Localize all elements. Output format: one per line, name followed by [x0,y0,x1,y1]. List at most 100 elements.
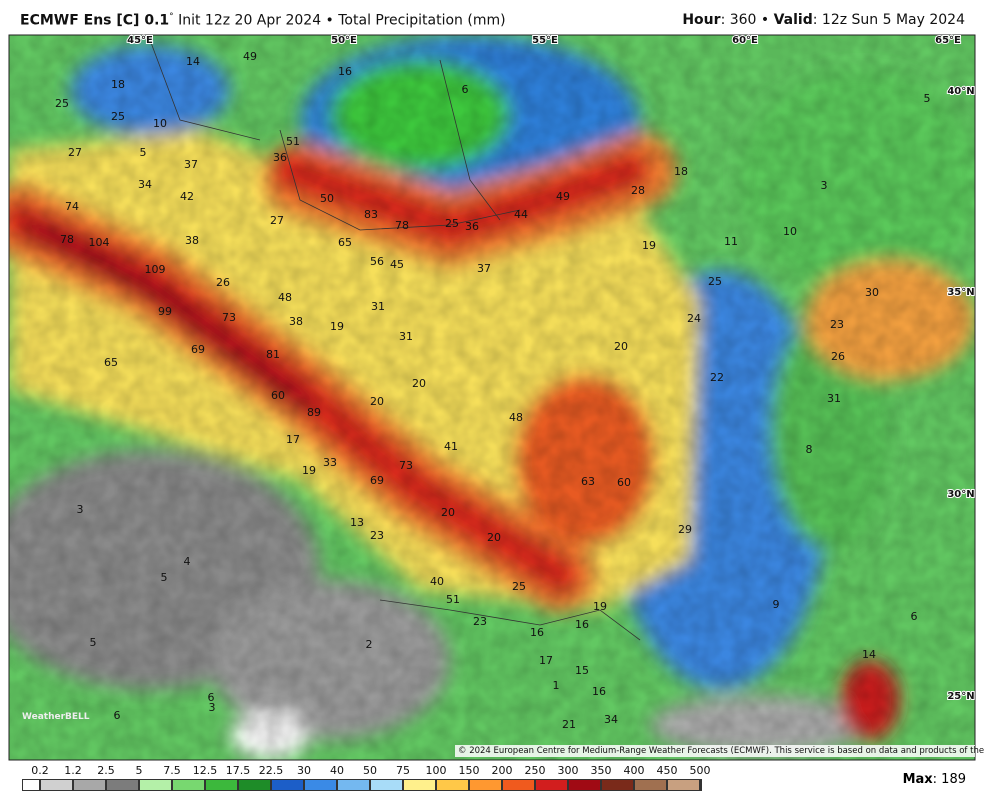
map-value: 48 [278,291,292,304]
map-value: 15 [575,664,589,677]
map-value: 49 [556,190,570,203]
map-value: 25 [445,217,459,230]
map-value: 38 [185,234,199,247]
hour-label: Hour [682,12,721,28]
map-value: 73 [399,459,413,472]
map-value: 19 [593,600,607,613]
valid-value: : 12z Sun 5 May 2024 [812,12,965,28]
map-value: 36 [273,151,287,164]
map-value: 9 [773,598,780,611]
map-value: 17 [539,654,553,667]
map-value: 83 [364,208,378,221]
map-value: 42 [180,190,194,203]
legend-value: 30 [297,764,311,777]
map-value: 26 [216,276,230,289]
map-value: 73 [222,311,236,324]
map-value: 63 [581,475,595,488]
map-value: 24 [687,312,701,325]
legend-swatch [403,779,436,791]
map-value: 60 [271,389,285,402]
map-value: 65 [338,236,352,249]
copyright: © 2024 European Centre for Medium-Range … [455,745,984,757]
valid-label: Valid [773,12,813,28]
legend-swatch [634,779,667,791]
map-value: 78 [60,233,74,246]
map-value: 19 [302,464,316,477]
legend-value: 200 [491,764,513,777]
legend-value: 100 [425,764,447,777]
map-value: 48 [509,411,523,424]
map-value: 8 [806,443,813,456]
legend-value: 22.5 [258,764,284,777]
map-value: 22 [710,371,724,384]
map-value: 5 [140,146,147,159]
map-value: 3 [209,701,216,714]
map-value: 13 [350,516,364,529]
map-value: 25 [111,110,125,123]
map-value: 26 [831,350,845,363]
lon-label: 55°E [532,35,558,46]
map-value: 51 [446,593,460,606]
map-value: 20 [487,531,501,544]
map-value: 19 [642,239,656,252]
max-label: Max [902,772,933,787]
map-value: 25 [708,275,722,288]
lat-label: 30°N [947,489,974,500]
legend-swatch [601,779,634,791]
legend-value: 350 [590,764,612,777]
lon-label: 65°E [935,35,961,46]
max-value: : 189 [932,772,966,787]
legend-value: 400 [623,764,645,777]
map-value: 5 [90,636,97,649]
legend-swatch [568,779,601,791]
legend-swatch [172,779,205,791]
map-value: 34 [604,713,618,726]
legend-value: 250 [524,764,546,777]
header-left: ECMWF Ens [C] 0.1° Init 12z 20 Apr 2024 … [20,12,506,29]
map-value: 37 [184,158,198,171]
legend-swatch [469,779,502,791]
legend-value: 500 [689,764,711,777]
map-value: 28 [631,184,645,197]
map-value: 69 [191,343,205,356]
legend-swatch [22,779,40,791]
map-value: 99 [158,305,172,318]
legend-swatch [139,779,172,791]
map-value: 6 [462,83,469,96]
legend-swatch [667,779,700,791]
map-value: 20 [370,395,384,408]
legend-swatch [40,779,73,791]
map-value: 33 [323,456,337,469]
map-value: 69 [370,474,384,487]
map-value: 31 [371,300,385,313]
map-value: 14 [862,648,876,661]
map-value: 31 [827,392,841,405]
legend-swatch [370,779,403,791]
map-value: 25 [512,580,526,593]
legend-value: 300 [557,764,579,777]
map-value: 23 [370,529,384,542]
legend-swatch [502,779,535,791]
map-value: 2 [366,638,373,651]
map-value: 40 [430,575,444,588]
legend-value: 50 [363,764,377,777]
map-value: 3 [821,179,828,192]
legend-swatch [304,779,337,791]
map-value: 60 [617,476,631,489]
map-value: 19 [330,320,344,333]
lon-label: 60°E [732,35,758,46]
legend-value: 40 [330,764,344,777]
map-value: 23 [830,318,844,331]
map-value: 49 [243,50,257,63]
legend-swatch [436,779,469,791]
map-value: 20 [441,506,455,519]
lon-label: 45°E [127,35,153,46]
map-value: 16 [530,626,544,639]
legend-value: 150 [458,764,480,777]
legend-value: 5 [135,764,143,777]
map-value: 25 [55,97,69,110]
map-value: 21 [562,718,576,731]
map-value: 56 [370,255,384,268]
legend-swatch [106,779,139,791]
